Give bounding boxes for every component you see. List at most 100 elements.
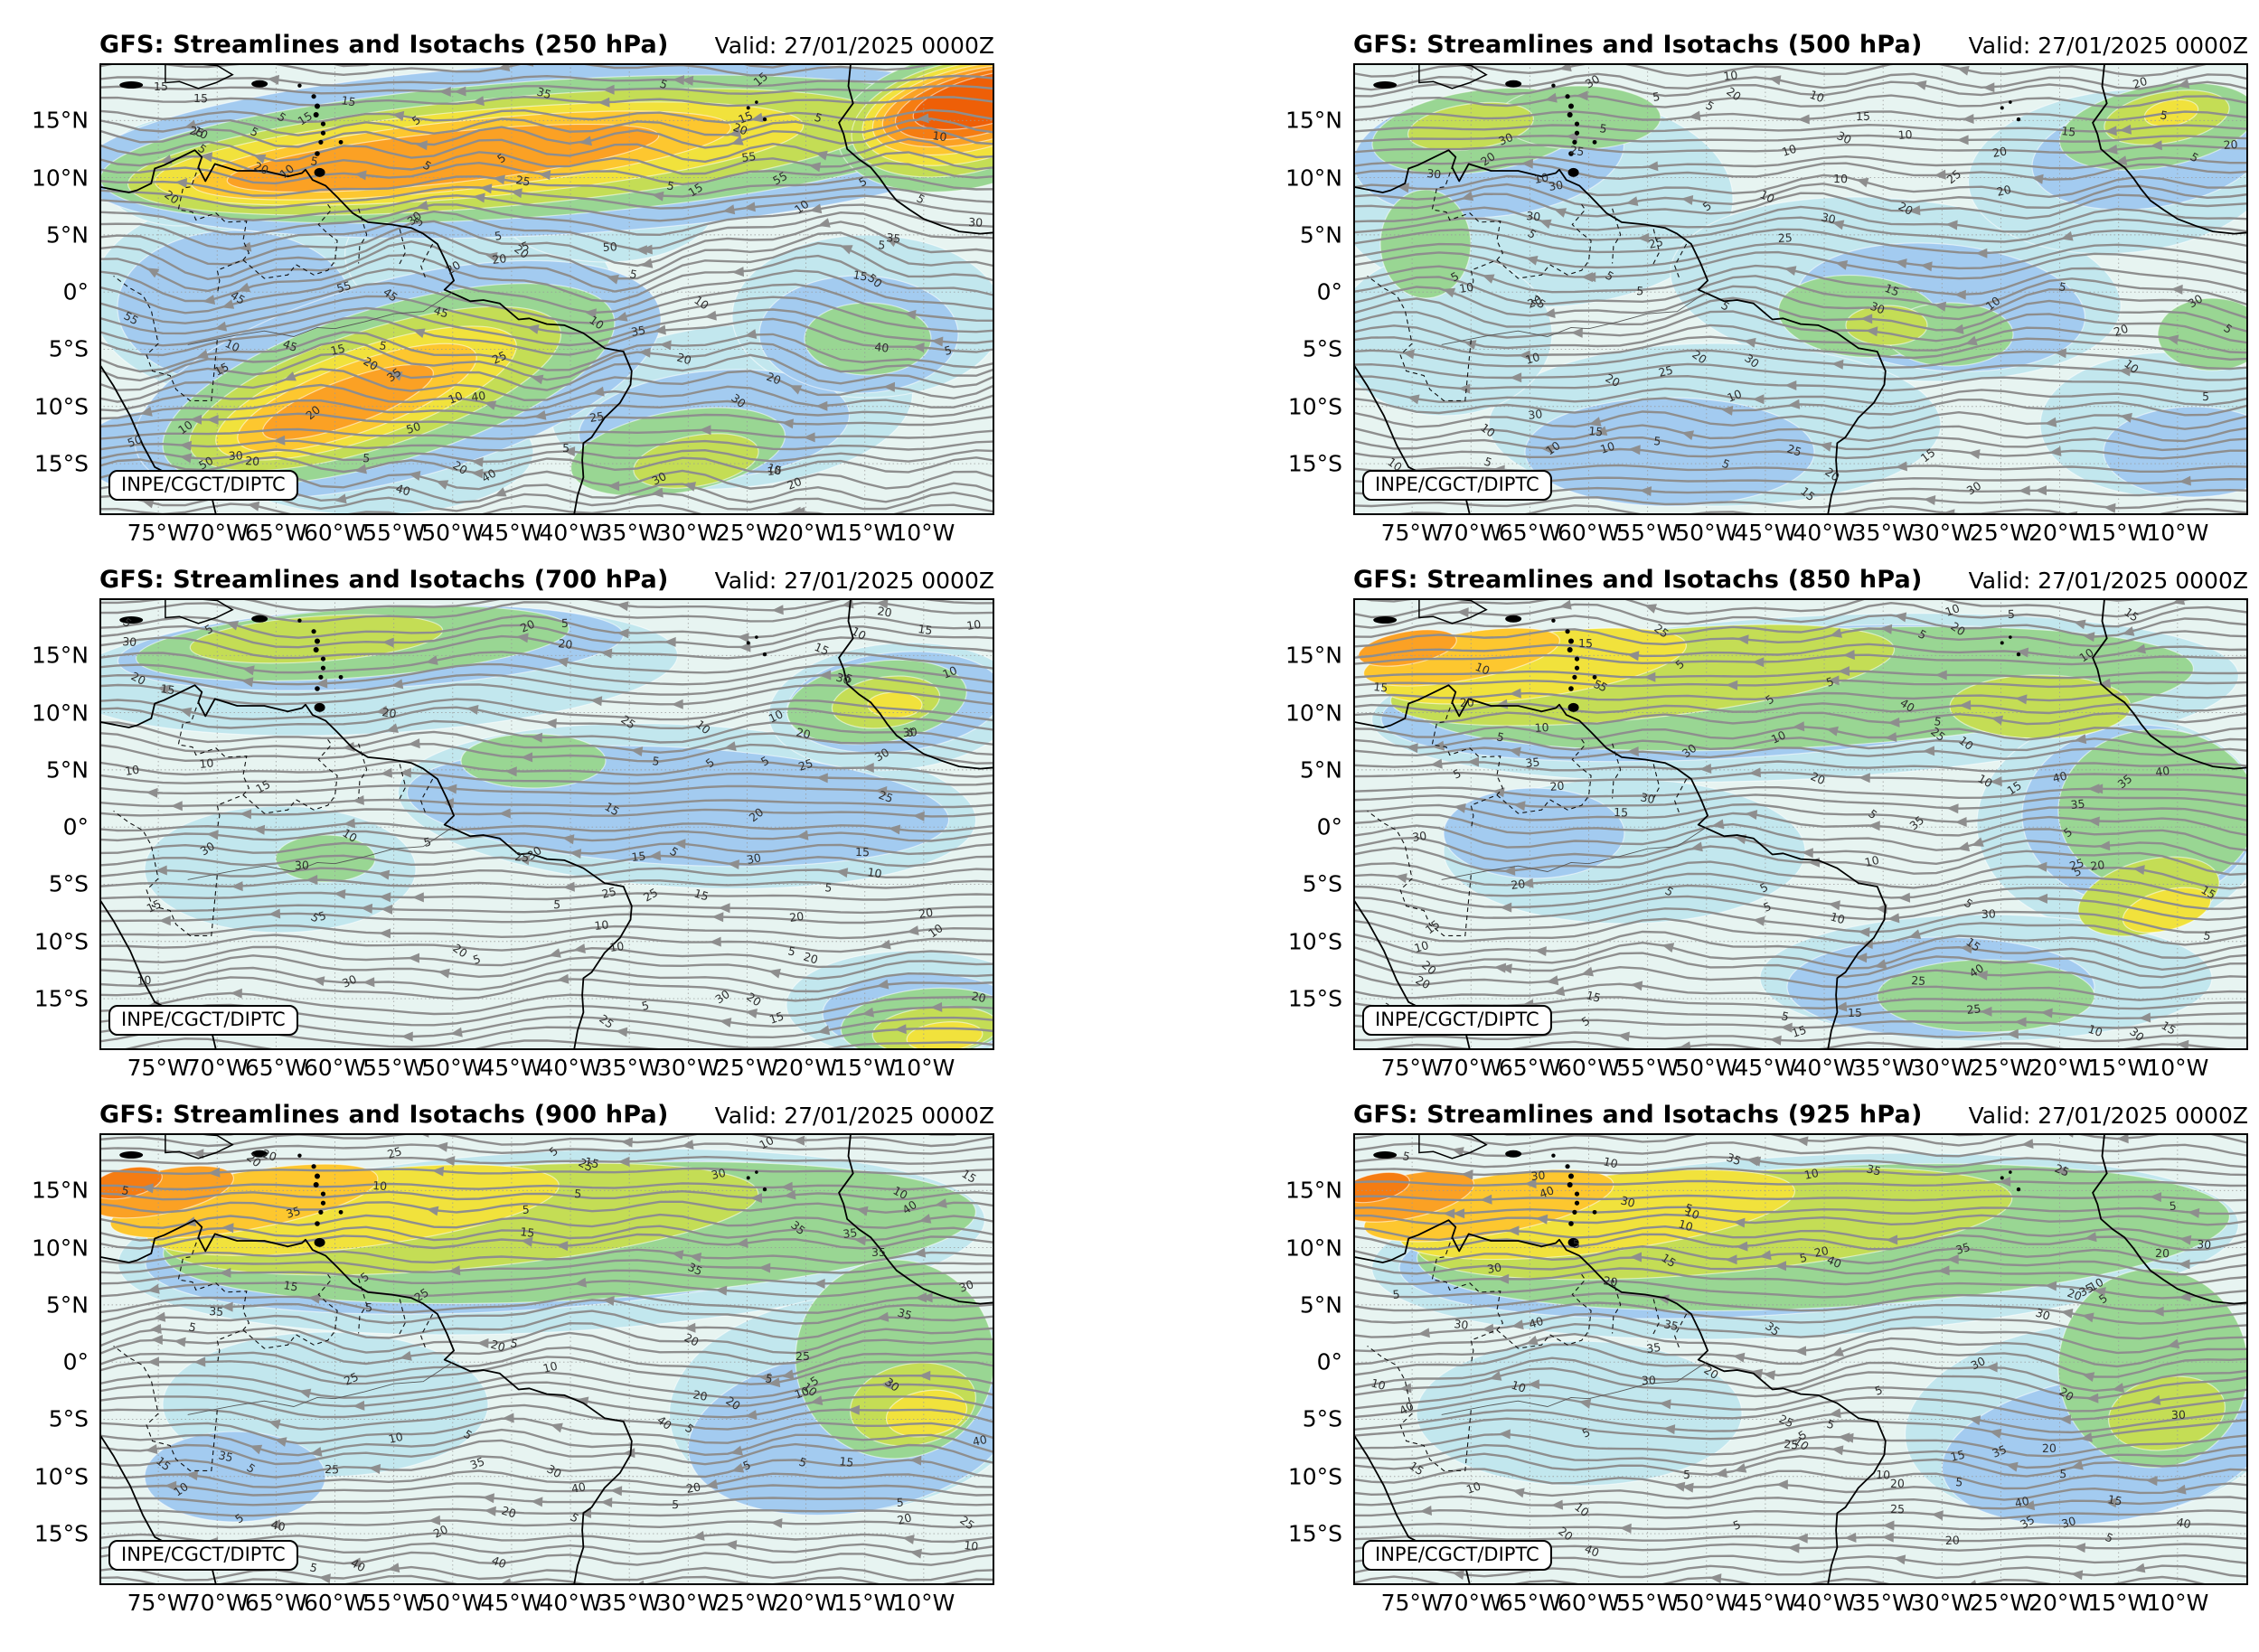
flow-arrowhead	[692, 1531, 705, 1541]
flow-arrowhead	[2150, 140, 2162, 151]
amazon-river	[1441, 291, 1708, 345]
country-border	[1652, 229, 1661, 267]
flow-arrowhead	[412, 328, 426, 338]
flow-arrowhead	[562, 881, 575, 892]
flow-arrowhead	[431, 1166, 445, 1177]
country-border	[419, 1313, 434, 1349]
flow-arrowhead	[268, 908, 281, 919]
flow-arrowhead	[1829, 1408, 1841, 1419]
flow-arrowhead	[312, 976, 325, 987]
svg-text:5: 5	[308, 1560, 318, 1574]
lat-tick-label: 15°S	[1287, 450, 1342, 477]
flow-arrowhead	[894, 1024, 907, 1035]
flow-arrowhead	[268, 1419, 281, 1430]
flow-arrowhead	[380, 767, 392, 778]
flow-arrowhead	[2048, 446, 2062, 456]
lat-tick-label: 10°N	[1285, 164, 1342, 192]
country-border	[398, 229, 407, 267]
lon-tick-label: 20°W	[775, 520, 838, 546]
flow-arrowhead	[343, 741, 355, 752]
flow-arrowhead	[1456, 607, 1469, 618]
flow-arrowhead	[840, 245, 853, 255]
flow-arrowhead	[1525, 256, 1539, 266]
svg-text:5: 5	[640, 999, 650, 1013]
flow-arrowhead	[1566, 132, 1578, 142]
svg-text:30: 30	[2197, 1237, 2212, 1252]
flow-arrowhead	[1453, 1208, 1465, 1219]
svg-text:30: 30	[340, 972, 359, 990]
flow-arrowhead	[815, 400, 828, 411]
svg-text:15: 15	[2061, 124, 2076, 139]
svg-text:15: 15	[855, 845, 870, 859]
svg-text:20: 20	[2090, 858, 2106, 873]
amazon-river	[1441, 826, 1708, 880]
flow-arrowhead	[2098, 678, 2112, 689]
island-dot	[318, 1209, 324, 1215]
flow-arrowhead	[1868, 821, 1880, 831]
longitude-axis: 75°W 70°W 65°W 60°W 55°W 50°W 45°W 40°W 35°W 30°W…	[1353, 515, 2248, 551]
svg-text:20: 20	[918, 906, 934, 921]
flow-arrowhead	[2058, 1414, 2072, 1425]
source-watermark: INPE/CGCT/DIPTC	[108, 1540, 298, 1571]
flow-arrowhead	[184, 119, 197, 130]
flow-arrowhead	[671, 699, 683, 709]
flow-arrowhead	[781, 418, 794, 429]
island-dot	[314, 1173, 320, 1179]
flow-arrowhead	[557, 973, 569, 984]
island-dot	[1567, 111, 1573, 117]
svg-text:5: 5	[1798, 1251, 1808, 1265]
country-border	[1496, 1272, 1592, 1349]
island-dot	[755, 1170, 758, 1174]
svg-text:20: 20	[1945, 1533, 1960, 1547]
flow-arrowhead	[1588, 417, 1602, 427]
flow-arrowhead	[793, 1135, 805, 1146]
svg-text:10: 10	[136, 973, 152, 988]
flow-arrowhead	[1748, 767, 1761, 778]
lon-tick-label: 20°W	[2028, 1590, 2092, 1616]
flow-arrowhead	[1509, 746, 1521, 757]
plot-area: 5 5 10 5 10 25 25 5 10 5 20 10 5 25 30 25 25 15 10 30 20 5 5 10…	[1285, 63, 2248, 515]
flow-arrowhead	[651, 487, 664, 498]
flow-arrowhead	[1407, 394, 1420, 405]
panel-header: GFS: Streamlines and Isotachs (250 hPa) …	[99, 22, 994, 63]
island-dot	[297, 618, 302, 623]
lon-tick-label: 20°W	[2028, 520, 2092, 546]
island-dot	[1572, 674, 1577, 680]
country-border	[242, 1272, 338, 1349]
flow-arrowhead	[1895, 258, 1907, 268]
flow-arrowhead	[1552, 986, 1566, 997]
flow-arrowhead	[1578, 1398, 1592, 1409]
source-watermark: INPE/CGCT/DIPTC	[108, 1005, 298, 1036]
svg-text:20: 20	[1897, 199, 1915, 218]
isotach-region-45kt	[1353, 1171, 1410, 1204]
svg-text:10: 10	[850, 624, 869, 643]
svg-text:20: 20	[788, 909, 805, 925]
flow-arrowhead	[1709, 1573, 1722, 1584]
svg-text:15: 15	[1407, 1459, 1426, 1478]
flow-arrowhead	[606, 274, 619, 285]
panel-valid-time: Valid: 27/01/2025 0000Z	[714, 568, 994, 594]
svg-text:10: 10	[1863, 853, 1880, 869]
flow-arrowhead	[1399, 1383, 1412, 1394]
svg-text:30: 30	[1454, 1317, 1470, 1332]
flow-arrowhead	[2035, 485, 2047, 496]
flow-arrowhead	[1419, 1506, 1432, 1516]
svg-text:20: 20	[1603, 1273, 1619, 1289]
svg-text:5: 5	[2057, 279, 2067, 294]
flow-arrowhead	[1715, 1468, 1727, 1478]
country-border	[242, 737, 338, 814]
flow-arrowhead	[1920, 261, 1933, 272]
svg-text:10: 10	[1464, 1478, 1482, 1496]
lon-tick-label: 55°W	[1616, 1055, 1680, 1081]
svg-text:30: 30	[545, 1462, 564, 1481]
flow-arrowhead	[1559, 599, 1572, 610]
flow-arrowhead	[1513, 801, 1526, 812]
panel-title: GFS: Streamlines and Isotachs (900 hPa)	[99, 1101, 669, 1129]
flow-arrowhead	[150, 1335, 163, 1345]
country-border	[358, 208, 368, 264]
flow-arrowhead	[165, 1480, 177, 1491]
flow-arrowhead	[681, 75, 694, 86]
svg-text:25: 25	[325, 1462, 339, 1477]
geography-layer	[99, 1133, 994, 1585]
flow-arrowhead	[1968, 449, 1981, 459]
